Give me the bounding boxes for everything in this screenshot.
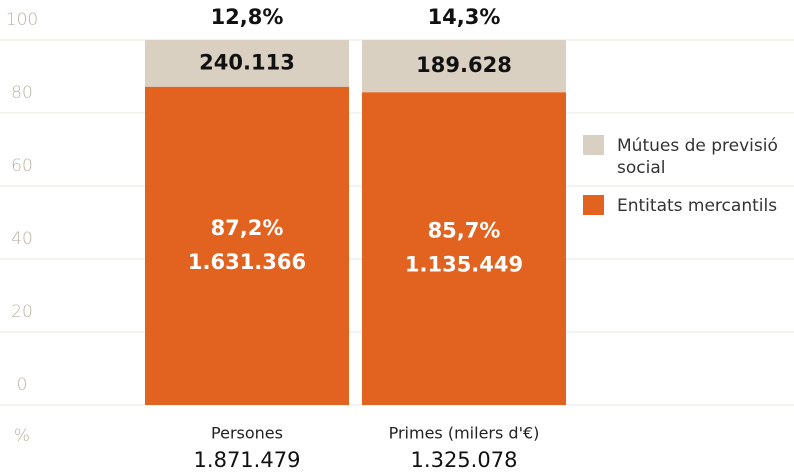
count-label: 189.628 bbox=[416, 53, 512, 77]
total-label: 1.871.479 bbox=[194, 448, 301, 472]
count-label: 240.113 bbox=[199, 50, 295, 74]
count-label: 1.631.366 bbox=[188, 250, 306, 274]
legend-swatch bbox=[583, 135, 604, 155]
total-label: 1.325.078 bbox=[411, 448, 518, 472]
legend-swatch bbox=[583, 195, 604, 215]
y-tick-label: 100 bbox=[6, 10, 38, 30]
y-tick-label: 80 bbox=[11, 83, 33, 103]
y-axis-label: % bbox=[14, 426, 30, 446]
y-tick-label: 40 bbox=[11, 229, 33, 249]
value-label: 87,2% bbox=[211, 216, 284, 240]
legend-item: Mútues de previsió social bbox=[583, 135, 793, 179]
count-label: 1.135.449 bbox=[405, 253, 523, 277]
x-tick-label: Primes (milers d'€) bbox=[389, 424, 540, 443]
bar-segment bbox=[362, 92, 566, 405]
value-label: 14,3% bbox=[428, 5, 501, 29]
bar-segment bbox=[145, 40, 349, 87]
y-tick-label: 60 bbox=[11, 156, 33, 176]
legend-label: Mútues de previsió social bbox=[617, 136, 778, 178]
y-tick-label: 0 bbox=[17, 375, 28, 395]
x-tick-label: Persones bbox=[211, 424, 283, 443]
bar-segment bbox=[145, 86, 349, 405]
legend-label: Entitats mercantils bbox=[617, 196, 778, 216]
value-label: 12,8% bbox=[211, 5, 284, 29]
bar-segment bbox=[362, 40, 566, 93]
value-label: 85,7% bbox=[428, 219, 501, 243]
y-tick-label: 20 bbox=[11, 302, 33, 322]
legend-item: Entitats mercantils bbox=[583, 195, 793, 217]
